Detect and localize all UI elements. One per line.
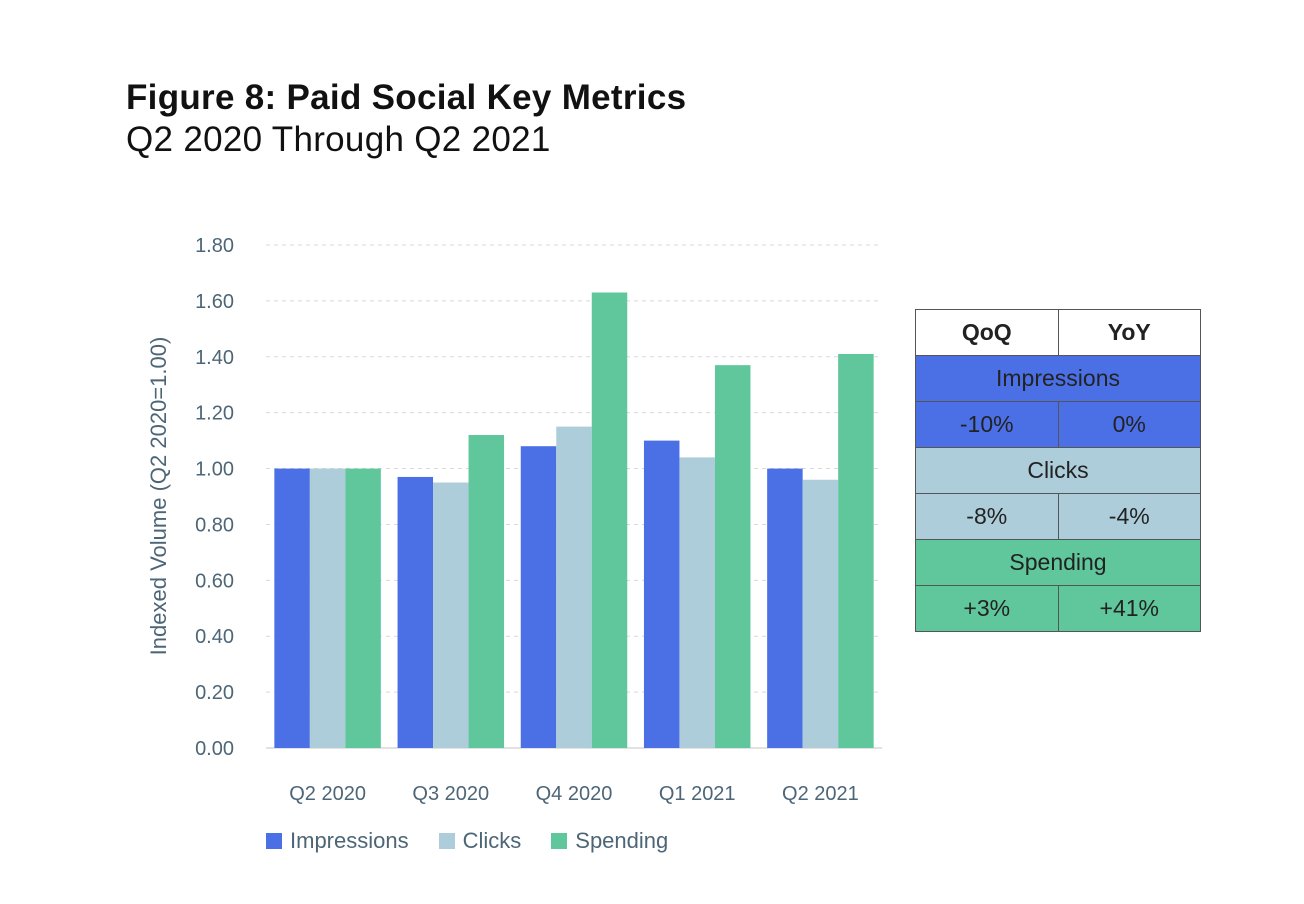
- bar-spending-q2-2021: [838, 353, 874, 748]
- bar-spending-q1-2021: [714, 365, 751, 748]
- kpi-spending-label-row: Spending: [915, 539, 1201, 586]
- legend-swatch-spending: [551, 833, 568, 849]
- bar-spending-q4-2020: [591, 292, 628, 748]
- x-tick-label: Q3 2020: [412, 783, 489, 805]
- chart-legend: Impressions Clicks Spending: [266, 828, 668, 854]
- legend-item-impressions: Impressions: [266, 828, 409, 854]
- kpi-impressions-label: Impressions: [915, 355, 1201, 402]
- y-tick-label: 0.80: [195, 514, 234, 536]
- x-tick-label: Q1 2021: [659, 783, 736, 805]
- kpi-clicks-label-row: Clicks: [915, 447, 1201, 494]
- y-tick-label: 1.00: [195, 459, 234, 481]
- kpi-header-qoq: QoQ: [915, 309, 1059, 356]
- kpi-impressions-yoy: 0%: [1057, 401, 1201, 448]
- kpi-header-row: QoQ YoY: [915, 309, 1201, 356]
- y-tick-label: 0.20: [195, 682, 234, 704]
- bar-impressions-q3-2020: [397, 476, 434, 748]
- chart-title: Figure 8: Paid Social Key Metrics: [126, 78, 687, 117]
- y-tick-label: 1.60: [195, 291, 234, 313]
- kpi-spending-yoy: +41%: [1057, 585, 1201, 632]
- chart-subtitle: Q2 2020 Through Q2 2021: [126, 120, 551, 159]
- y-axis-label: Indexed Volume (Q2 2020=1.00): [146, 337, 171, 656]
- x-tick-label: Q2 2020: [289, 783, 366, 805]
- bar-clicks-q2-2020: [309, 468, 346, 748]
- y-tick-label: 1.40: [195, 347, 234, 369]
- bar-impressions-q2-2020: [274, 468, 310, 748]
- legend-label-spending: Spending: [575, 828, 669, 853]
- kpi-clicks-values-row: -8% -4%: [915, 493, 1201, 540]
- bar-clicks-q1-2021: [679, 457, 715, 748]
- kpi-clicks-label: Clicks: [915, 447, 1201, 494]
- bar-impressions-q2-2021: [767, 468, 803, 748]
- y-tick-label: 1.80: [195, 235, 234, 257]
- bar-spending-q2-2020: [345, 468, 381, 748]
- y-tick-label: 1.20: [195, 403, 234, 425]
- bar-clicks-q4-2020: [556, 426, 592, 748]
- bar-clicks-q3-2020: [433, 482, 469, 748]
- kpi-impressions-qoq: -10%: [915, 401, 1059, 448]
- bar-clicks-q2-2021: [802, 479, 839, 748]
- legend-item-clicks: Clicks: [438, 828, 522, 854]
- x-tick-label: Q4 2020: [536, 783, 613, 805]
- y-tick-label: 0.40: [195, 626, 234, 648]
- bar-spending-q3-2020: [468, 435, 505, 748]
- kpi-impressions-label-row: Impressions: [915, 355, 1201, 402]
- bar-impressions-q1-2021: [643, 440, 680, 748]
- y-tick-label: 0.60: [195, 570, 234, 592]
- kpi-impressions-values-row: -10% 0%: [915, 401, 1201, 448]
- kpi-clicks-yoy: -4%: [1057, 493, 1201, 540]
- kpi-spending-label: Spending: [915, 539, 1201, 586]
- legend-label-impressions: Impressions: [290, 828, 409, 853]
- legend-swatch-clicks: [438, 833, 455, 849]
- kpi-spending-qoq: +3%: [915, 585, 1059, 632]
- legend-swatch-impressions: [266, 833, 282, 849]
- legend-label-clicks: Clicks: [462, 828, 522, 853]
- kpi-header-yoy: YoY: [1057, 309, 1201, 356]
- kpi-spending-values-row: +3% +41%: [915, 585, 1201, 632]
- y-tick-label: 0.00: [195, 738, 234, 760]
- bar-impressions-q4-2020: [520, 446, 557, 748]
- kpi-clicks-qoq: -8%: [915, 493, 1059, 540]
- x-tick-label: Q2 2021: [782, 783, 859, 805]
- kpi-table: QoQ YoY Impressions -10% 0% Clicks -8% -…: [915, 309, 1201, 632]
- legend-item-spending: Spending: [551, 828, 668, 854]
